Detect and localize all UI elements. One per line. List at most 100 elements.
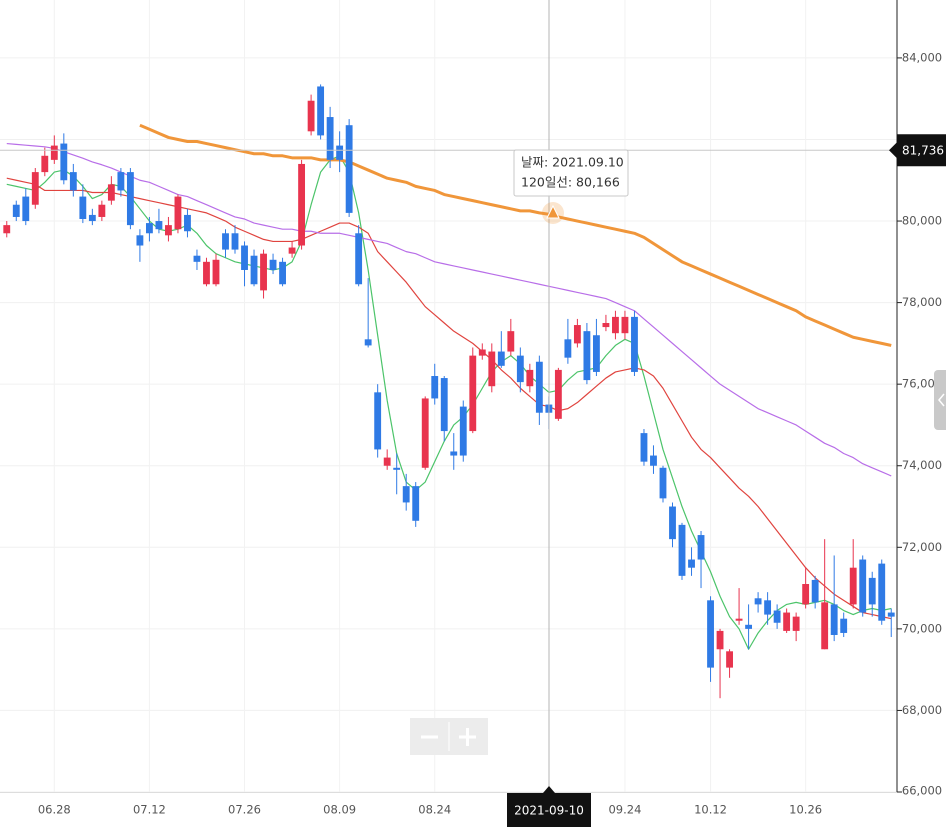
- candle-body: [640, 433, 648, 462]
- x-tick-label: 08.09: [323, 803, 356, 817]
- candle-body: [745, 624, 753, 629]
- y-tick-label: 70,000: [902, 621, 942, 635]
- candle-body: [526, 369, 534, 387]
- candle-body: [440, 378, 448, 432]
- candle-body: [98, 204, 106, 217]
- candle-body: [516, 355, 524, 383]
- side-panel-handle[interactable]: [934, 370, 946, 430]
- y-tick-label: 80,000: [902, 214, 942, 228]
- crosshair-x-box: [507, 793, 591, 827]
- tooltip-ma120: 120일선: 80,166: [521, 175, 620, 190]
- candle-body: [60, 143, 68, 181]
- candle-body: [69, 172, 77, 191]
- candle-body: [421, 398, 429, 468]
- candle-body: [840, 618, 848, 633]
- candle-body: [792, 616, 800, 631]
- crosshair-x-arrow: [543, 786, 555, 793]
- candle-body: [336, 145, 344, 160]
- moving-averages: [6, 123, 892, 650]
- y-tick-label: 84,000: [902, 50, 942, 64]
- candle-body: [364, 339, 372, 346]
- zoom-out-button[interactable]: [410, 718, 449, 755]
- candle-body: [212, 259, 220, 285]
- candle-body: [564, 339, 572, 358]
- candle-body: [269, 259, 277, 270]
- candle-body: [184, 214, 191, 232]
- zoom-in-button[interactable]: [450, 718, 488, 755]
- candles: [3, 84, 895, 699]
- candle-body: [726, 651, 733, 668]
- candle-body: [783, 612, 791, 631]
- axes: 66,000 68,000 70,000 72,000 74,000 76,000 78,0…: [38, 50, 942, 816]
- tooltip-box: [513, 149, 629, 197]
- handle-tab[interactable]: [934, 370, 946, 430]
- x-tick-label: 10.12: [694, 803, 727, 817]
- y-tick-label: 78,000: [902, 295, 942, 309]
- candle-body: [431, 376, 439, 399]
- tooltip: 날짜: 2021.09.10 120일선: 80,166: [513, 149, 629, 197]
- candle-body: [554, 369, 562, 419]
- candle-body: [716, 630, 724, 650]
- candle-body: [507, 331, 515, 352]
- candle-body: [288, 247, 296, 254]
- crosshair-y-label: 81,736: [902, 144, 944, 158]
- candle-body: [279, 261, 286, 285]
- grid: [0, 0, 897, 793]
- candle-body: [250, 255, 258, 285]
- candle-body: [393, 467, 401, 470]
- candle-body: [31, 172, 39, 205]
- candle-body: [612, 316, 619, 334]
- ma-line: [6, 155, 892, 650]
- candle-body: [602, 322, 610, 328]
- candle-body: [583, 331, 591, 381]
- candle-body: [859, 559, 867, 613]
- x-tick-label: 07.12: [133, 803, 166, 817]
- candle-body: [707, 600, 714, 668]
- candle-body: [298, 163, 306, 246]
- candle-body: [307, 100, 315, 132]
- candle-body: [488, 351, 496, 387]
- candle-body: [117, 172, 125, 191]
- candle-body: [41, 155, 49, 173]
- candle-body: [231, 233, 239, 250]
- candle-body: [659, 467, 667, 499]
- candle-body: [631, 316, 638, 372]
- candle-body: [821, 602, 829, 650]
- candle-body: [383, 457, 391, 466]
- candle-body: [459, 406, 467, 456]
- crosshair-y-box: [889, 134, 946, 167]
- candle-body: [402, 486, 410, 503]
- y-tick-label: 74,000: [902, 458, 942, 472]
- ma-line: [6, 177, 892, 620]
- candle-body: [165, 225, 172, 236]
- candle-body: [345, 125, 353, 213]
- y-tick-label: 66,000: [902, 784, 942, 798]
- handle-chevron: [938, 393, 945, 407]
- candle-body: [155, 221, 163, 230]
- candle-body: [88, 214, 96, 222]
- candle-body: [222, 233, 229, 250]
- candle-body: [592, 335, 600, 372]
- candle-body: [145, 223, 153, 234]
- x-tick-label: 08.24: [418, 803, 451, 817]
- candle-body: [3, 225, 11, 234]
- candle-body: [535, 361, 543, 413]
- candle-body: [754, 598, 762, 605]
- candle-body: [688, 559, 695, 568]
- candle-body: [50, 145, 58, 160]
- hover-marker: [542, 202, 564, 224]
- candle-body: [174, 196, 182, 230]
- x-tick-label: 07.26: [228, 803, 261, 817]
- candle-body: [830, 604, 838, 635]
- candle-body: [203, 261, 210, 285]
- candle-body: [355, 233, 363, 285]
- candle-body: [107, 184, 115, 201]
- x-tick-label: 10.26: [789, 803, 822, 817]
- candle-body: [79, 196, 87, 220]
- candle-body: [868, 577, 876, 605]
- candle-body: [669, 506, 676, 540]
- candle-body: [764, 600, 772, 615]
